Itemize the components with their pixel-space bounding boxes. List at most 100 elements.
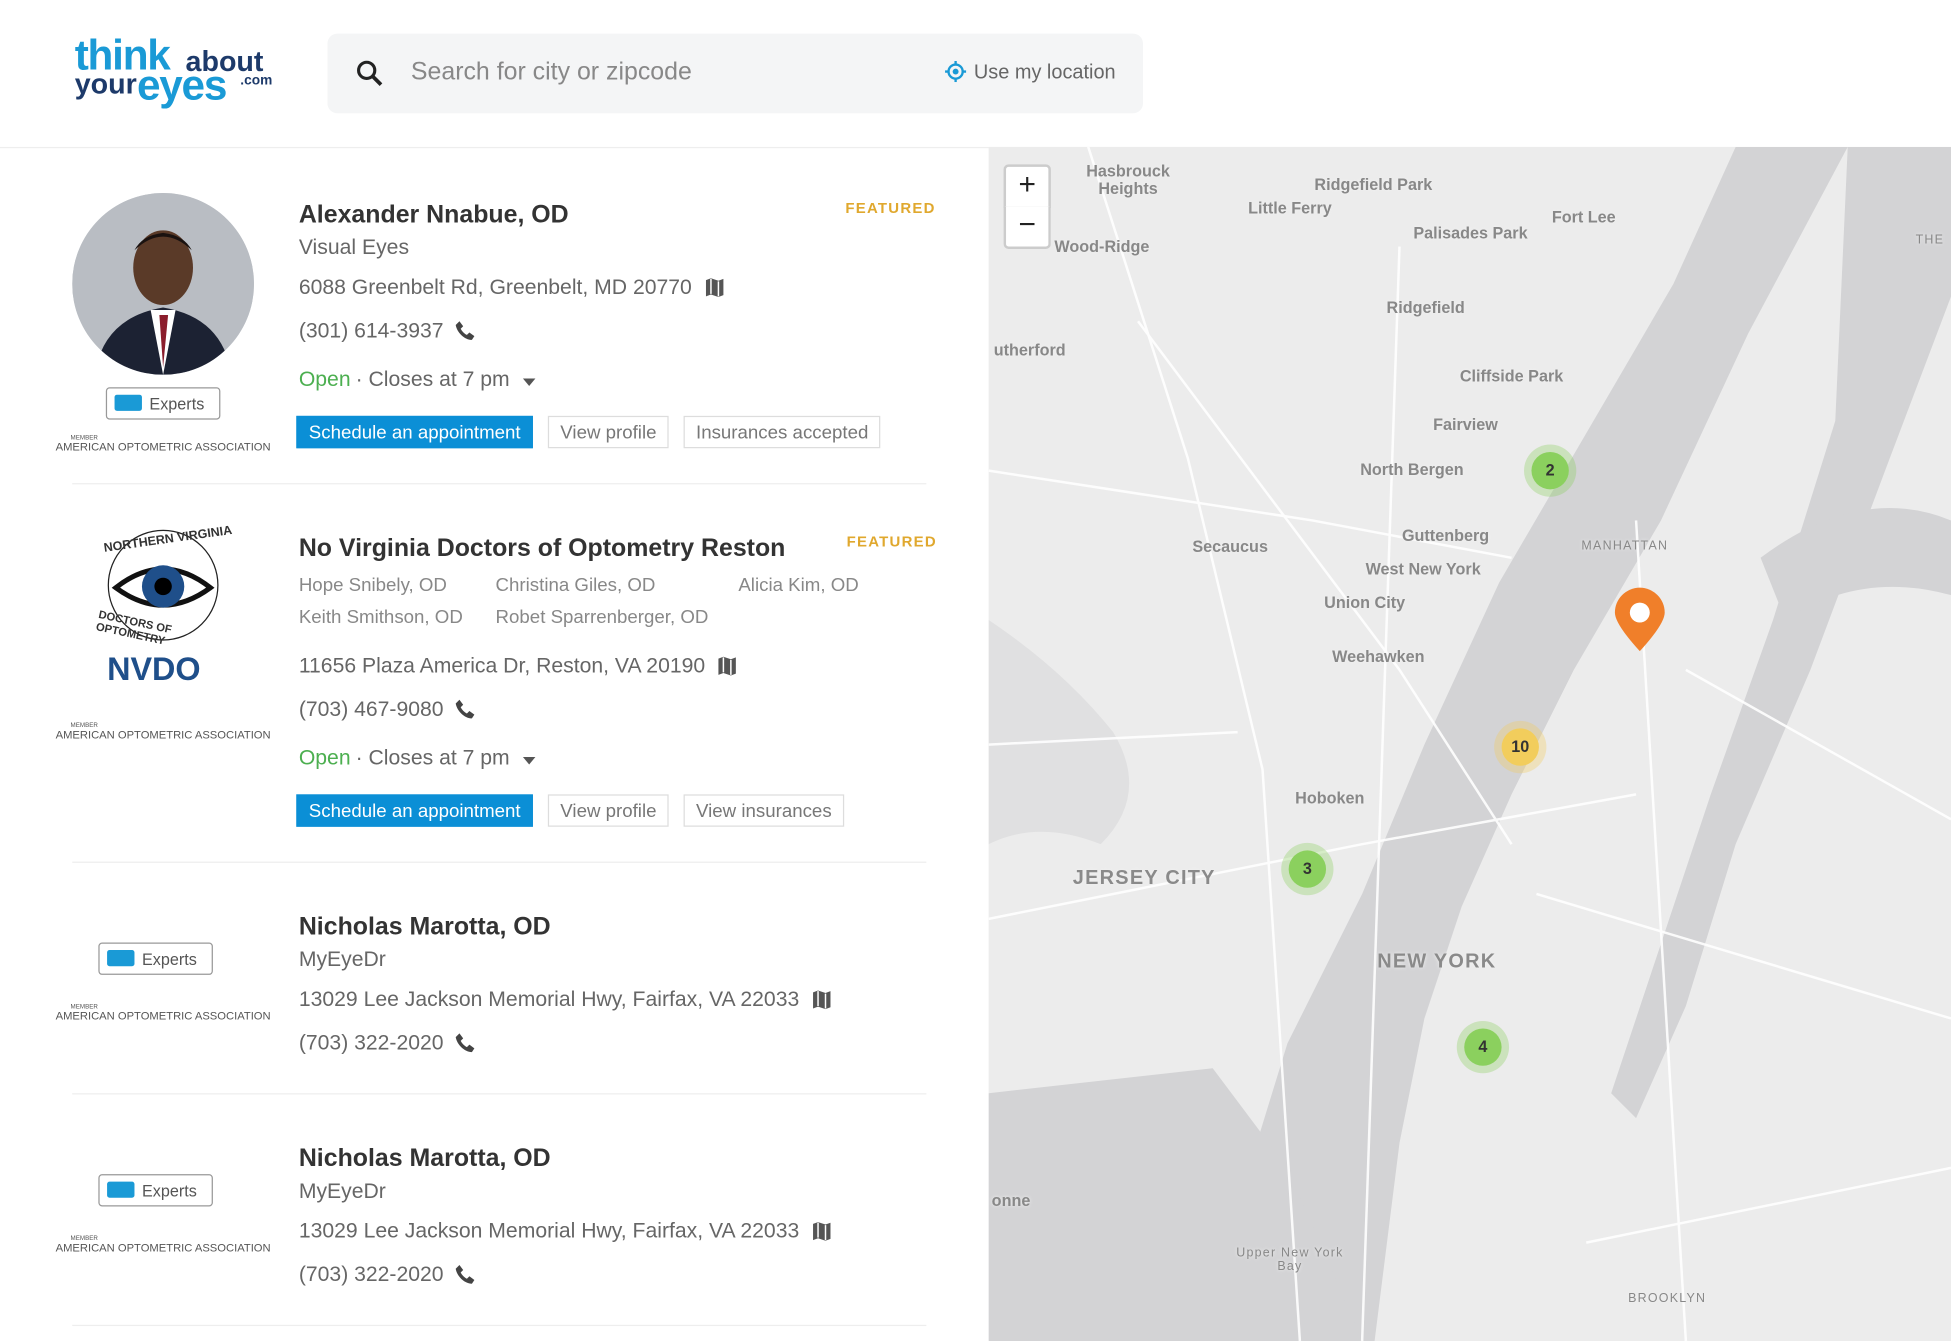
zoom-out[interactable]: − bbox=[1003, 206, 1051, 250]
doctor-member: Christina Giles, OD bbox=[495, 574, 656, 596]
experts-badge: Experts bbox=[98, 942, 213, 975]
association-name: AMERICAN OPTOMETRIC ASSOCIATION bbox=[55, 1009, 271, 1023]
badge-label: Experts bbox=[141, 950, 197, 969]
address: 13029 Lee Jackson Memorial Hwy, Fairfax,… bbox=[298, 1218, 800, 1243]
closing-time: · Closes at 7 pm bbox=[355, 367, 510, 391]
phone[interactable]: (703) 467-9080 bbox=[298, 697, 444, 721]
cluster-count: 3 bbox=[1288, 850, 1327, 888]
divider bbox=[72, 1093, 927, 1095]
association: MEMBER AMERICAN OPTOMETRIC ASSOCIATION bbox=[55, 435, 271, 454]
badge-icon bbox=[107, 950, 135, 967]
action-button[interactable]: Schedule an appointment bbox=[296, 794, 534, 827]
association-name: AMERICAN OPTOMETRIC ASSOCIATION bbox=[55, 728, 271, 741]
logo-eyes: eyes bbox=[136, 62, 227, 110]
action-button[interactable]: View insurances bbox=[683, 794, 845, 827]
map-label: West New York bbox=[1365, 559, 1481, 579]
experts-badge: Experts bbox=[105, 387, 221, 420]
map-label: NEW YORK bbox=[1377, 951, 1497, 973]
logo-com: .com bbox=[240, 73, 273, 89]
map-label: Union City bbox=[1324, 593, 1406, 612]
closing-time: · Closes at 7 pm bbox=[355, 745, 510, 770]
zoom-in[interactable]: + bbox=[1003, 164, 1051, 208]
doctor-member: Keith Smithson, OD bbox=[298, 606, 463, 629]
phone[interactable]: (703) 322-2020 bbox=[298, 1262, 444, 1287]
association: MEMBER AMERICAN OPTOMETRIC ASSOCIATION bbox=[56, 1235, 271, 1254]
map-label: onne bbox=[991, 1190, 1031, 1210]
cluster-count: 10 bbox=[1501, 728, 1539, 766]
featured-tag: FEATURED bbox=[845, 199, 936, 217]
logo-your: your bbox=[74, 67, 137, 100]
map-label: North Bergen bbox=[1360, 460, 1464, 479]
header: think about your eyes .com Search for ci… bbox=[0, 0, 1951, 149]
divider bbox=[72, 483, 927, 485]
address: 11656 Plaza America Dr, Reston, VA 20190 bbox=[298, 653, 706, 678]
practice-name: MyEyeDr bbox=[298, 1179, 386, 1203]
association-member: MEMBER bbox=[70, 722, 98, 730]
map-pin[interactable] bbox=[1612, 586, 1667, 653]
map-label: JERSEY CITY bbox=[1072, 867, 1216, 890]
map-label: Little Ferry bbox=[1248, 198, 1332, 218]
doctor-member: Robet Sparrenberger, OD bbox=[495, 606, 709, 629]
open-status: Open bbox=[298, 745, 351, 770]
doctor-name[interactable]: Alexander Nnabue, OD bbox=[298, 201, 569, 229]
doctor-name[interactable]: Nicholas Marotta, OD bbox=[298, 1144, 551, 1173]
phone-icon bbox=[454, 699, 476, 721]
map-label: Ridgefield bbox=[1386, 298, 1465, 317]
cluster-count: 4 bbox=[1464, 1028, 1502, 1066]
badge-icon bbox=[107, 1181, 135, 1198]
logo-about: about bbox=[185, 44, 264, 78]
map-cluster[interactable]: 3 bbox=[1281, 842, 1334, 896]
map-label: Wood-Ridge bbox=[1054, 237, 1150, 256]
location-label: Use my location bbox=[973, 62, 1116, 84]
association-member: MEMBER bbox=[70, 434, 98, 443]
association: MEMBER AMERICAN OPTOMETRIC ASSOCIATION bbox=[55, 1004, 271, 1023]
search-box[interactable]: Search for city or zipcode Use my locati… bbox=[327, 33, 1144, 114]
map-cluster[interactable]: 4 bbox=[1456, 1020, 1510, 1074]
map-icon bbox=[811, 989, 833, 1011]
phone[interactable]: (301) 614-3937 bbox=[298, 318, 444, 343]
map-label: Weehawken bbox=[1332, 646, 1425, 666]
map[interactable]: + − Hasbrouck Heights Ridgefield Park Little… bbox=[988, 146, 1951, 1341]
association-name: AMERICAN OPTOMETRIC ASSOCIATION bbox=[55, 440, 271, 454]
map-label: Cliffside Park bbox=[1459, 366, 1564, 386]
practice-logo: NORTHERN VIRGINIA DOCTORS OF OPTOMETRY NVD… bbox=[88, 524, 237, 689]
action-button[interactable]: Insurances accepted bbox=[683, 415, 881, 449]
map-icon bbox=[716, 655, 738, 677]
search-icon bbox=[357, 60, 383, 86]
logo[interactable]: think about your eyes .com bbox=[75, 32, 287, 114]
map-cluster[interactable]: 10 bbox=[1494, 720, 1547, 774]
avatar bbox=[72, 192, 255, 375]
association: MEMBER AMERICAN OPTOMETRIC ASSOCIATION bbox=[55, 722, 271, 741]
map-label: Secaucus bbox=[1192, 537, 1268, 556]
divider bbox=[72, 861, 927, 863]
doctor-name[interactable]: Nicholas Marotta, OD bbox=[298, 913, 551, 941]
phone[interactable]: (703) 322-2020 bbox=[298, 1030, 444, 1055]
use-location[interactable]: Use my location bbox=[945, 61, 1116, 85]
eye-logo bbox=[107, 529, 219, 641]
badge-icon bbox=[114, 394, 142, 411]
map-label: Upper New York Bay bbox=[1236, 1246, 1344, 1274]
map-label: Fort Lee bbox=[1551, 207, 1616, 226]
action-button[interactable]: Schedule an appointment bbox=[296, 415, 534, 449]
address: 6088 Greenbelt Rd, Greenbelt, MD 20770 bbox=[298, 275, 692, 299]
experts-badge: Experts bbox=[98, 1174, 213, 1207]
phone-icon bbox=[454, 1032, 476, 1054]
map-base bbox=[988, 146, 1951, 1341]
featured-tag: FEATURED bbox=[846, 532, 937, 551]
doctor-name[interactable]: No Virginia Doctors of Optometry Reston bbox=[298, 534, 786, 563]
hours[interactable]: Open · Closes at 7 pm bbox=[299, 746, 510, 771]
action-button[interactable]: View profile bbox=[547, 415, 669, 449]
association-member: MEMBER bbox=[70, 1235, 98, 1243]
location-icon bbox=[945, 61, 967, 83]
association-member: MEMBER bbox=[70, 1003, 98, 1012]
logo-think: think bbox=[74, 32, 171, 80]
hours[interactable]: Open · Closes at 7 pm bbox=[299, 367, 510, 392]
map-label: MANHATTAN bbox=[1581, 539, 1669, 554]
map-label: utherford bbox=[993, 340, 1066, 360]
map-cluster[interactable]: 2 bbox=[1524, 444, 1577, 497]
map-label: Fairview bbox=[1433, 415, 1498, 434]
results-list: Alexander Nnabue, OD FEATURED Visual Eyes 6… bbox=[0, 147, 989, 1341]
action-button[interactable]: View profile bbox=[547, 794, 669, 827]
caret-icon bbox=[522, 371, 544, 393]
